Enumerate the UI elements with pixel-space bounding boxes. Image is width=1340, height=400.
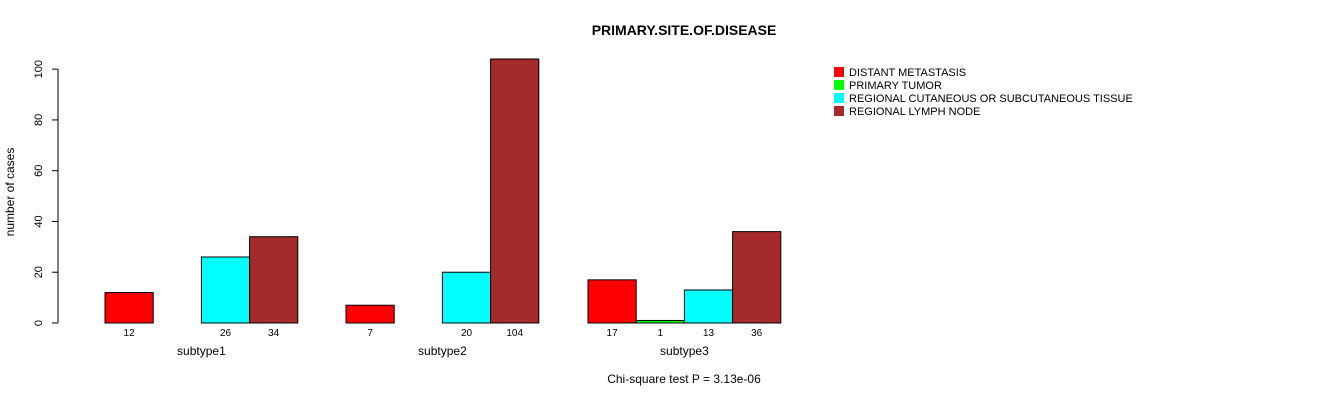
y-tick-label: 0	[33, 320, 45, 326]
y-tick-label: 100	[33, 60, 45, 78]
legend-label: REGIONAL CUTANEOUS OR SUBCUTANEOUS TISSU…	[849, 93, 1133, 105]
y-tick-label: 80	[33, 114, 45, 126]
bar	[587, 279, 637, 324]
bar	[683, 289, 734, 324]
bar	[635, 319, 685, 324]
legend-swatch	[834, 80, 844, 90]
bars-group: 12 26 34 subtype1 7 20 104 subtype2 17 1 13 36 subty…	[104, 58, 782, 358]
bar-value-label: 7	[367, 328, 373, 339]
bar-value-label: 36	[751, 328, 763, 339]
bar	[345, 304, 395, 324]
category-label: subtype2	[418, 344, 467, 358]
bar-value-label: 1	[658, 328, 664, 339]
chi-square-caption: Chi-square test P = 3.13e-06	[607, 372, 761, 386]
bar	[490, 58, 540, 324]
bar	[249, 236, 299, 324]
category-label: subtype3	[660, 344, 709, 358]
y-tick-label: 60	[33, 165, 45, 177]
legend-label: REGIONAL LYMPH NODE	[849, 106, 980, 118]
bar	[441, 271, 492, 324]
category-label: subtype1	[177, 344, 226, 358]
bar-value-label: 26	[220, 328, 232, 339]
y-tick-label: 20	[33, 266, 45, 278]
bar	[104, 292, 154, 324]
legend-label: PRIMARY TUMOR	[849, 80, 942, 92]
bar-value-label: 20	[461, 328, 473, 339]
legend-swatch	[834, 106, 844, 116]
legend-swatch	[834, 67, 844, 77]
y-axis-label: number of cases	[3, 148, 17, 237]
bar-value-label: 13	[703, 328, 715, 339]
legend-swatch	[834, 93, 844, 103]
bar	[732, 231, 782, 324]
bar-value-label: 104	[506, 328, 523, 339]
bar	[200, 256, 251, 324]
bar-value-label: 17	[607, 328, 619, 339]
chart-title: PRIMARY.SITE.OF.DISEASE	[592, 22, 777, 38]
bar-value-label: 12	[124, 328, 136, 339]
bar-value-label: 34	[268, 328, 280, 339]
y-tick-label: 40	[33, 215, 45, 227]
y-axis: 0 20 40 60 80 100	[33, 60, 59, 326]
legend-label: DISTANT METASTASIS	[849, 67, 966, 79]
